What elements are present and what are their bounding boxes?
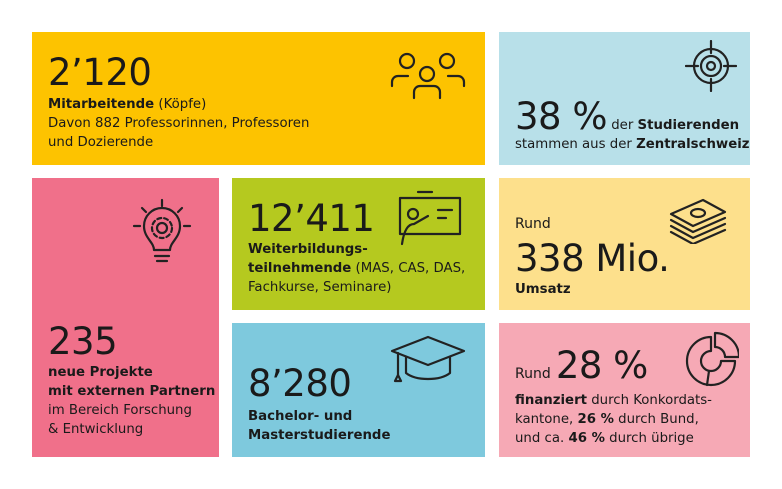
origin-text1: der	[607, 118, 638, 133]
staff-label: Mitarbeitende	[48, 97, 155, 112]
graduation-cap-icon	[390, 335, 466, 383]
continuing-bold1: Weiterbildungs-	[248, 242, 368, 257]
funding-rest1: durch Konkordats-	[587, 393, 712, 408]
funding-bold1: finanziert	[515, 393, 587, 408]
staff-text: Mitarbeitende (Köpfe) Davon 882 Professo…	[48, 95, 309, 152]
staff-line3: und Dozierende	[48, 135, 154, 150]
continuing-text: Weiterbildungs- teilnehmende (MAS, CAS, …	[248, 240, 465, 297]
revenue-prefix: Rund	[515, 216, 551, 232]
origin-line2: stammen aus der Zentralschweiz	[515, 135, 750, 154]
funding-line2a: kantone,	[515, 412, 578, 427]
funding-line3a: und ca.	[515, 431, 569, 446]
money-stack-icon	[669, 198, 727, 244]
tile-projects: 235 neue Projekte mit externen Partnern …	[32, 178, 219, 457]
funding-line2b: durch Bund,	[613, 412, 699, 427]
tile-revenue: Rund 338 Mio. Umsatz	[499, 178, 750, 310]
continuing-bold2: teilnehmende	[248, 261, 352, 276]
continuing-line3: Fachkurse, Seminare)	[248, 280, 392, 295]
pie-chart-icon	[685, 331, 739, 387]
students-line2: Masterstudierende	[248, 428, 391, 443]
continuing-rest2: (MAS, CAS, DAS,	[351, 261, 466, 276]
funding-bold2: 26 %	[577, 412, 614, 427]
staff-label-rest: (Köpfe)	[154, 97, 207, 112]
students-line1: Bachelor- und	[248, 409, 353, 424]
funding-text: finanziert durch Konkordats- kantone, 26…	[515, 391, 712, 448]
funding-bold3: 46 %	[568, 431, 605, 446]
tile-continuing: 12’411 Weiterbildungs- teilnehmende (MAS…	[232, 178, 485, 310]
funding-headline: Rund 28 %	[515, 347, 648, 384]
projects-line4: & Entwicklung	[48, 422, 144, 437]
origin-line2a: stammen aus der	[515, 137, 637, 152]
presentation-board-icon	[398, 190, 462, 246]
funding-number: 28 %	[555, 344, 649, 387]
funding-prefix: Rund	[515, 366, 551, 382]
tile-origin: 38 % der Studierenden stammen aus der Ze…	[499, 32, 750, 165]
tile-funding: Rund 28 % finanziert durch Konkordats- k…	[499, 323, 750, 457]
people-icon	[390, 52, 466, 100]
staff-line2: Davon 882 Professorinnen, Professoren	[48, 116, 310, 131]
students-number: 8’280	[248, 362, 352, 405]
origin-bold2: Zentralschweiz	[636, 137, 750, 152]
staff-number: 2’120	[48, 51, 152, 94]
projects-line3: im Bereich Forschung	[48, 403, 192, 418]
target-icon	[685, 40, 737, 92]
continuing-number: 12’411	[248, 197, 375, 240]
revenue-label: Umsatz	[515, 282, 571, 297]
projects-text: neue Projekte mit externen Partnern im B…	[48, 363, 215, 439]
projects-number: 235	[48, 320, 118, 363]
tile-students: 8’280 Bachelor- und Masterstudierende	[232, 323, 485, 457]
funding-line3b: durch übrige	[604, 431, 694, 446]
students-text: Bachelor- und Masterstudierende	[248, 407, 390, 445]
lightbulb-gear-icon	[132, 198, 192, 263]
revenue-number: 338 Mio.	[515, 237, 670, 280]
projects-bold2: mit externen Partnern	[48, 384, 216, 399]
origin-number: 38 %	[515, 95, 608, 138]
origin-bold1: Studierenden	[637, 118, 740, 133]
tile-staff: 2’120 Mitarbeitende (Köpfe) Davon 882 Pr…	[32, 32, 485, 165]
projects-bold1: neue Projekte	[48, 365, 153, 380]
origin-line1: 38 % der Studierenden	[515, 98, 739, 135]
